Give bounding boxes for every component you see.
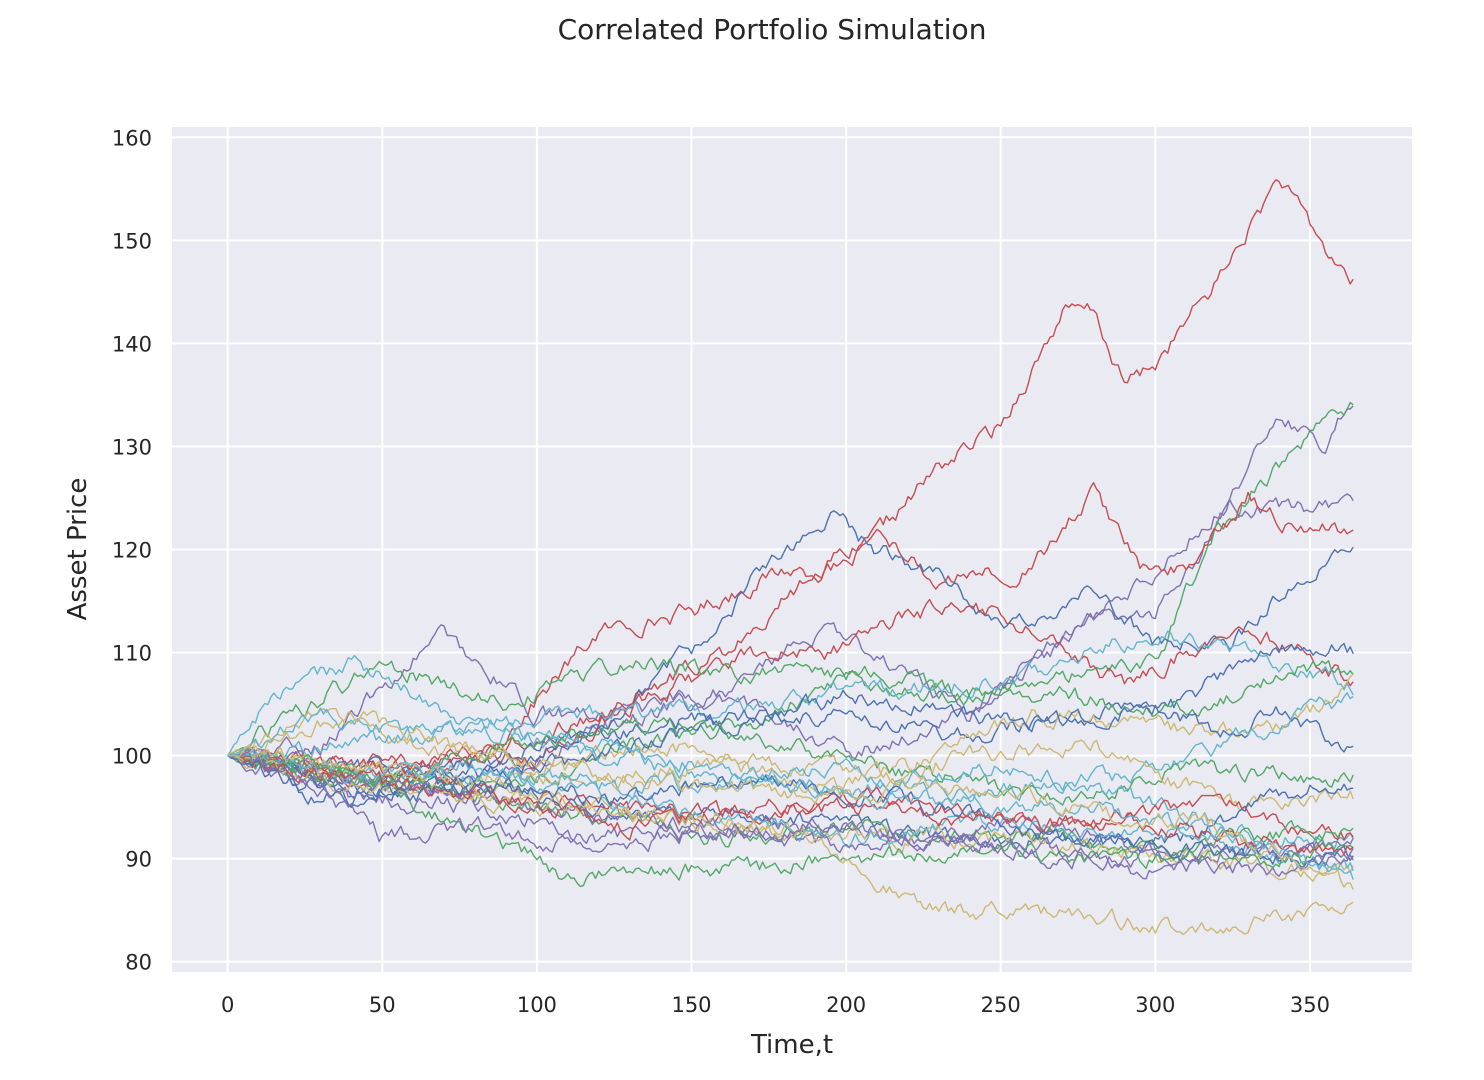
series-line-9 bbox=[227, 642, 1354, 788]
x-tick-label: 350 bbox=[1290, 993, 1330, 1017]
series-line-10 bbox=[227, 657, 1354, 757]
y-tick-label: 150 bbox=[112, 229, 152, 253]
x-tick-label: 200 bbox=[826, 993, 866, 1017]
series-line-25 bbox=[227, 752, 1354, 936]
series-line-24 bbox=[227, 753, 1354, 888]
chart-title: Correlated Portfolio Simulation bbox=[558, 13, 987, 46]
x-tick-label: 250 bbox=[981, 993, 1021, 1017]
y-tick-label: 80 bbox=[125, 951, 152, 975]
series-line-23 bbox=[227, 754, 1354, 871]
series-line-18 bbox=[227, 754, 1354, 853]
series-line-13 bbox=[227, 692, 1354, 803]
series-line-16 bbox=[227, 753, 1354, 850]
series-line-14 bbox=[227, 717, 1354, 806]
series-line-29 bbox=[227, 707, 1354, 880]
series-line-11 bbox=[227, 673, 1354, 780]
series-line-4 bbox=[227, 493, 1354, 758]
y-tick-label: 90 bbox=[125, 848, 152, 872]
y-tick-label: 120 bbox=[112, 539, 152, 563]
series-line-28 bbox=[227, 751, 1354, 880]
series-line-20 bbox=[227, 746, 1354, 864]
y-axis-label: Asset Price bbox=[63, 478, 93, 621]
y-tick-label: 100 bbox=[112, 745, 152, 769]
y-tick-label: 130 bbox=[112, 435, 152, 459]
x-tick-label: 300 bbox=[1135, 993, 1175, 1017]
x-tick-label: 0 bbox=[221, 993, 234, 1017]
series-line-22 bbox=[227, 749, 1354, 872]
series-line-26 bbox=[227, 754, 1354, 855]
series-line-30 bbox=[227, 710, 1354, 890]
x-tick-label: 50 bbox=[369, 993, 396, 1017]
series-line-15 bbox=[227, 739, 1354, 811]
y-tick-label: 110 bbox=[112, 642, 152, 666]
series-group bbox=[227, 179, 1354, 936]
x-tick-label: 150 bbox=[671, 993, 711, 1017]
y-tick-label: 140 bbox=[112, 332, 152, 356]
series-line-27 bbox=[227, 755, 1354, 868]
series-line-8 bbox=[227, 630, 1354, 756]
series-line-5 bbox=[227, 482, 1354, 776]
x-axis-label: Time,t bbox=[750, 1030, 833, 1060]
y-tick-label: 160 bbox=[112, 126, 152, 150]
tick-labels: 0 50 100 150 200 250 300 350 80 90 100 110 120 130 140… bbox=[112, 126, 1330, 1017]
x-tick-label: 100 bbox=[517, 993, 557, 1017]
